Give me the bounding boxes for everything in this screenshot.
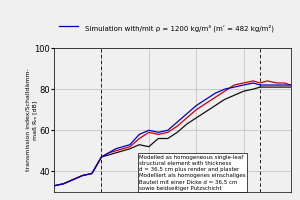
- Text: Modelled as homogeneous single-leaf
structural element with thickness
d = 36.5 c: Modelled as homogeneous single-leaf stru…: [139, 155, 246, 191]
- Y-axis label: transmission index/Schalldämm-
maß Rₘ [dB]: transmission index/Schalldämm- maß Rₘ [d…: [26, 69, 37, 171]
- Text: Simulation with/mit ρ = 1200 kg/m³ (mʼ = 482 kg/m²): Simulation with/mit ρ = 1200 kg/m³ (mʼ =…: [85, 24, 274, 32]
